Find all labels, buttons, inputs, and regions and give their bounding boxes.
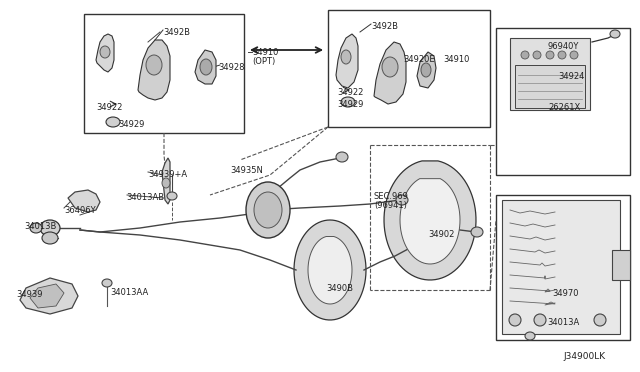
Polygon shape [308, 237, 352, 304]
Ellipse shape [100, 46, 110, 58]
Ellipse shape [546, 51, 554, 59]
Ellipse shape [167, 192, 177, 200]
Text: 34929: 34929 [118, 120, 145, 129]
Polygon shape [384, 161, 476, 280]
Polygon shape [96, 34, 114, 72]
Text: 34013AB: 34013AB [126, 193, 164, 202]
Ellipse shape [42, 232, 58, 244]
Text: 96940Y: 96940Y [548, 42, 579, 51]
Text: J34900LK: J34900LK [563, 352, 605, 361]
Text: 34902: 34902 [428, 230, 454, 239]
Ellipse shape [336, 152, 348, 162]
Polygon shape [162, 158, 170, 204]
Ellipse shape [533, 51, 541, 59]
Text: 3492B: 3492B [371, 22, 398, 31]
Polygon shape [400, 179, 460, 264]
Ellipse shape [610, 30, 620, 38]
Text: 36406Y: 36406Y [64, 206, 95, 215]
Text: (96941): (96941) [374, 201, 407, 210]
Ellipse shape [246, 182, 290, 238]
Polygon shape [138, 40, 170, 100]
Text: 34970: 34970 [552, 289, 579, 298]
Text: 3490B: 3490B [326, 284, 353, 293]
Ellipse shape [341, 97, 355, 107]
Ellipse shape [40, 220, 60, 236]
Ellipse shape [106, 117, 120, 127]
Bar [612, 250, 630, 280]
Bar [502, 200, 620, 334]
Polygon shape [294, 220, 366, 320]
Text: 34939+A: 34939+A [148, 170, 187, 179]
Ellipse shape [162, 178, 170, 188]
Text: 26261X: 26261X [548, 103, 580, 112]
Text: 34929: 34929 [337, 100, 364, 109]
Ellipse shape [525, 332, 535, 340]
Text: 34910: 34910 [443, 55, 469, 64]
Ellipse shape [509, 314, 521, 326]
Ellipse shape [30, 223, 42, 233]
Ellipse shape [534, 314, 546, 326]
Bar [84, 14, 244, 133]
Polygon shape [30, 284, 64, 308]
Ellipse shape [396, 195, 408, 205]
Ellipse shape [471, 227, 483, 237]
Ellipse shape [102, 279, 112, 287]
Polygon shape [336, 34, 358, 88]
Ellipse shape [254, 192, 282, 228]
Text: 34939: 34939 [16, 290, 42, 299]
Text: 3492B: 3492B [163, 28, 190, 37]
Bar [496, 195, 630, 340]
Text: 34922: 34922 [96, 103, 122, 112]
Ellipse shape [558, 51, 566, 59]
Bar [328, 10, 490, 127]
Bar [515, 65, 585, 108]
Bar [510, 38, 590, 110]
Text: SEC.969: SEC.969 [374, 192, 409, 201]
Polygon shape [20, 278, 78, 314]
Ellipse shape [200, 59, 212, 75]
Text: 34013A: 34013A [547, 318, 579, 327]
Text: 34910: 34910 [252, 48, 278, 57]
Ellipse shape [146, 55, 162, 75]
Text: 34922: 34922 [337, 88, 364, 97]
Text: 34928: 34928 [218, 63, 244, 72]
Text: 34013B: 34013B [24, 222, 56, 231]
Bar [496, 28, 630, 175]
Text: 34920E: 34920E [403, 55, 435, 64]
Polygon shape [417, 52, 436, 88]
Text: 34935N: 34935N [230, 166, 263, 175]
Ellipse shape [382, 57, 398, 77]
Polygon shape [195, 50, 216, 84]
Ellipse shape [521, 51, 529, 59]
Polygon shape [374, 42, 406, 104]
Text: 34924: 34924 [558, 72, 584, 81]
Ellipse shape [341, 50, 351, 64]
Polygon shape [68, 190, 100, 212]
Text: (OPT): (OPT) [252, 57, 275, 66]
Ellipse shape [570, 51, 578, 59]
Ellipse shape [594, 314, 606, 326]
Ellipse shape [421, 63, 431, 77]
Text: 34013AA: 34013AA [110, 288, 148, 297]
